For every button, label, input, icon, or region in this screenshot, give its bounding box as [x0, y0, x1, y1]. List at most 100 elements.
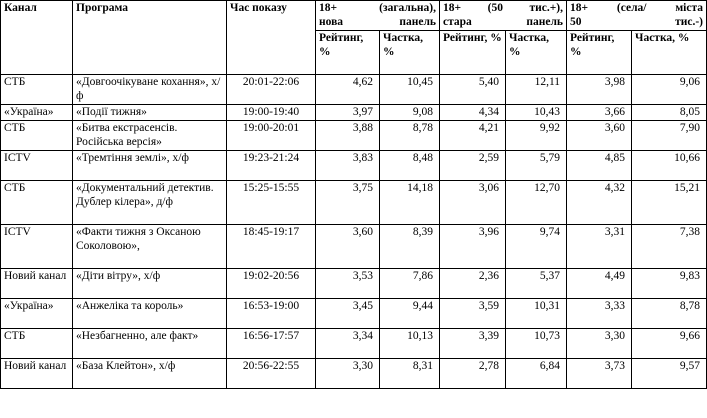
cell-share-50k: 12,11 — [505, 74, 568, 105]
table-row: ICTV «Тремтіння землі», х/ф 19:23-21:24 3,8… — [0, 150, 707, 181]
cell-rating-villages: 4,32 — [566, 180, 633, 225]
cell-channel: СТБ — [0, 120, 73, 151]
cell-rating-general: 3,53 — [315, 268, 380, 299]
header-program: Програма — [72, 0, 227, 75]
table-row: ICTV «Факти тижня з Оксаною Соколовою», 18… — [0, 224, 707, 269]
cell-time: 15:25-15:55 — [226, 180, 316, 225]
table-row: СТБ «Битва екстрасенсів. Російська версія… — [0, 120, 707, 151]
cell-rating-general: 3,75 — [315, 180, 380, 225]
cell-share-50k: 10,73 — [505, 328, 568, 359]
header-group-50k-plus: 18+ (50 тис.+), стара панель — [439, 0, 568, 31]
ratings-table: Канал Програма Час показу 18+ (загальна)… — [0, 0, 707, 389]
table-row: «Україна» «Події тижня» 19:00-19:40 3,97 9,0… — [0, 104, 707, 121]
cell-rating-50k: 5,40 — [439, 74, 507, 105]
cell-rating-50k: 3,96 — [439, 224, 507, 269]
cell-rating-villages: 4,85 — [566, 150, 633, 181]
cell-rating-general: 4,62 — [315, 74, 380, 105]
cell-rating-general: 3,30 — [315, 358, 380, 389]
cell-share-50k: 9,74 — [505, 224, 568, 269]
header-rating: Рейтинг, % — [439, 30, 507, 75]
table-row: СТБ «Довгоочікуване кохання», х/ф 20:01-22… — [0, 74, 707, 105]
header-time: Час показу — [226, 0, 316, 75]
cell-time: 19:00-19:40 — [226, 104, 316, 121]
cell-time: 20:01-22:06 — [226, 74, 316, 105]
header-channel: Канал — [0, 0, 73, 75]
cell-program: «База Клейтон», х/ф — [72, 358, 227, 389]
cell-share-villages: 8,05 — [631, 104, 707, 121]
cell-channel: Новий канал — [0, 268, 73, 299]
cell-share-general: 9,44 — [378, 298, 441, 329]
cell-share-villages: 9,06 — [631, 74, 707, 105]
cell-channel: ICTV — [0, 150, 73, 181]
header-share: Частка, % — [631, 30, 707, 75]
cell-channel: «Україна» — [0, 298, 73, 329]
cell-rating-general: 3,34 — [315, 328, 380, 359]
header-rating: Рейтинг, % — [315, 30, 380, 75]
cell-rating-50k: 3,59 — [439, 298, 507, 329]
cell-rating-50k: 2,36 — [439, 268, 507, 299]
cell-rating-50k: 2,78 — [439, 358, 507, 389]
table-row: Новий канал «База Клейтон», х/ф 20:56-22:5… — [0, 358, 707, 389]
table-body: СТБ «Довгоочікуване кохання», х/ф 20:01-22… — [0, 74, 707, 389]
cell-time: 20:56-22:55 — [226, 358, 316, 389]
header-row-metrics: Рейтинг, % Частка, % Рейтинг, % Частка, … — [1, 30, 707, 75]
cell-share-general: 10,13 — [378, 328, 441, 359]
cell-time: 19:23-21:24 — [226, 150, 316, 181]
table-row: Новий канал «Діти вітру», х/ф 19:02-20:56 3… — [0, 268, 707, 299]
cell-channel: ICTV — [0, 224, 73, 269]
cell-share-general: 8,39 — [378, 224, 441, 269]
cell-rating-general: 3,60 — [315, 224, 380, 269]
cell-share-50k: 10,43 — [505, 104, 568, 121]
cell-rating-general: 3,45 — [315, 298, 380, 329]
cell-share-50k: 5,37 — [505, 268, 568, 299]
cell-share-villages: 7,38 — [631, 224, 707, 269]
header-rating: Рейтинг, % — [566, 30, 633, 75]
cell-share-50k: 6,84 — [505, 358, 568, 389]
cell-share-50k: 5,79 — [505, 150, 568, 181]
cell-rating-50k: 2,59 — [439, 150, 507, 181]
cell-share-villages: 10,66 — [631, 150, 707, 181]
cell-rating-50k: 3,39 — [439, 328, 507, 359]
header-share: Частка, % — [505, 30, 568, 75]
cell-program: «Тремтіння землі», х/ф — [72, 150, 227, 181]
cell-share-general: 9,08 — [378, 104, 441, 121]
table-row: СТБ «Незбагненно, але факт» 16:56-17:57 3,3… — [0, 328, 707, 359]
cell-program: «Факти тижня з Оксаною Соколовою», — [72, 224, 227, 269]
cell-rating-villages: 3,30 — [566, 328, 633, 359]
cell-rating-villages: 3,60 — [566, 120, 633, 151]
cell-share-50k: 10,31 — [505, 298, 568, 329]
cell-program: «Документальний детектив. Дублер кілера»… — [72, 180, 227, 225]
cell-share-villages: 8,78 — [631, 298, 707, 329]
cell-share-villages: 9,57 — [631, 358, 707, 389]
cell-rating-villages: 3,66 — [566, 104, 633, 121]
cell-program: «Події тижня» — [72, 104, 227, 121]
cell-share-general: 8,78 — [378, 120, 441, 151]
cell-share-50k: 12,70 — [505, 180, 568, 225]
cell-channel: СТБ — [0, 74, 73, 105]
cell-time: 19:02-20:56 — [226, 268, 316, 299]
header-group-villages: 18+ (села/ міста 50 тис.-) — [566, 0, 707, 31]
cell-share-general: 8,31 — [378, 358, 441, 389]
cell-share-villages: 15,21 — [631, 180, 707, 225]
cell-rating-villages: 3,98 — [566, 74, 633, 105]
cell-share-villages: 7,90 — [631, 120, 707, 151]
cell-rating-villages: 3,31 — [566, 224, 633, 269]
cell-time: 19:00-20:01 — [226, 120, 316, 151]
cell-program: «Діти вітру», х/ф — [72, 268, 227, 299]
cell-rating-villages: 3,33 — [566, 298, 633, 329]
cell-share-general: 8,48 — [378, 150, 441, 181]
cell-channel: СТБ — [0, 328, 73, 359]
cell-share-villages: 9,83 — [631, 268, 707, 299]
header-group-general: 18+ (загальна), нова панель — [314, 0, 441, 31]
cell-rating-villages: 3,73 — [566, 358, 633, 389]
cell-program: «Незбагненно, але факт» — [72, 328, 227, 359]
cell-channel: «Україна» — [0, 104, 73, 121]
cell-time: 16:53-19:00 — [226, 298, 316, 329]
cell-program: «Анжеліка та король» — [72, 298, 227, 329]
cell-program: «Довгоочікуване кохання», х/ф — [72, 74, 227, 105]
cell-rating-general: 3,97 — [315, 104, 380, 121]
cell-share-general: 7,86 — [378, 268, 441, 299]
cell-rating-50k: 4,34 — [439, 104, 507, 121]
cell-time: 18:45-19:17 — [226, 224, 316, 269]
cell-share-general: 14,18 — [378, 180, 441, 225]
